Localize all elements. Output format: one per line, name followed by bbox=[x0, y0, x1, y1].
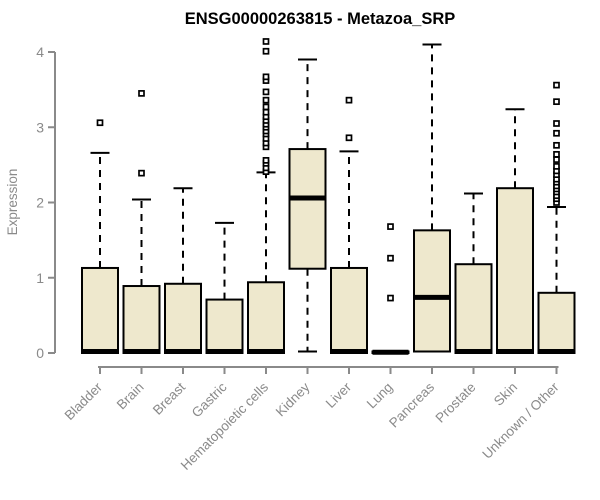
y-tick-label: 4 bbox=[36, 44, 44, 60]
outlier-point bbox=[262, 47, 270, 55]
box bbox=[81, 266, 119, 354]
x-tick-label: Pancreas bbox=[386, 379, 437, 430]
outlier-point bbox=[553, 98, 560, 106]
outlier-point bbox=[553, 156, 560, 163]
box bbox=[454, 263, 493, 354]
x-tick-label: Skin bbox=[491, 380, 520, 409]
box bbox=[164, 282, 202, 354]
x-tick-label: Brain bbox=[114, 380, 147, 413]
box bbox=[122, 285, 161, 354]
outlier-point bbox=[553, 150, 560, 158]
x-tick-label: Bladder bbox=[62, 379, 106, 423]
x-tick-label: Kidney bbox=[273, 379, 313, 419]
x-tick-label: Unknown / Other bbox=[479, 379, 562, 462]
outlier-point bbox=[96, 119, 104, 127]
outlier-point bbox=[262, 157, 270, 164]
outlier-point bbox=[553, 81, 560, 89]
x-tick-label: Breast bbox=[150, 379, 188, 417]
box bbox=[205, 298, 244, 355]
x-tick-label: Liver bbox=[323, 379, 355, 411]
outlier-point bbox=[387, 294, 394, 302]
outlier-point bbox=[262, 73, 270, 81]
outlier-point bbox=[553, 120, 560, 127]
outlier-point bbox=[262, 103, 270, 111]
outlier-point bbox=[262, 96, 270, 104]
box bbox=[496, 187, 534, 354]
outlier-point bbox=[553, 163, 560, 170]
chart-title: ENSG00000263815 - Metazoa_SRP bbox=[185, 10, 456, 28]
box bbox=[247, 281, 285, 355]
outlier-point bbox=[262, 38, 270, 45]
x-tick-label: Prostate bbox=[432, 380, 478, 426]
outlier-point bbox=[387, 254, 394, 262]
y-tick-label: 0 bbox=[36, 345, 44, 361]
outlier-point bbox=[345, 134, 353, 142]
box bbox=[537, 291, 576, 354]
outlier-point bbox=[138, 169, 145, 177]
y-tick-label: 3 bbox=[36, 119, 44, 135]
y-tick-label: 2 bbox=[36, 195, 44, 211]
outlier-point bbox=[345, 96, 353, 104]
box bbox=[330, 266, 368, 354]
box bbox=[413, 229, 451, 353]
y-tick-label: 1 bbox=[36, 270, 44, 286]
box bbox=[288, 148, 327, 270]
outlier-point bbox=[262, 108, 270, 116]
outlier-point bbox=[553, 129, 560, 137]
outlier-point bbox=[138, 90, 145, 97]
outlier-point bbox=[262, 88, 270, 96]
x-tick-label: Gastric bbox=[189, 379, 230, 420]
outlier-point bbox=[387, 223, 394, 230]
x-tick-label: Lung bbox=[364, 380, 396, 412]
y-axis-label: Expression bbox=[5, 169, 20, 236]
outlier-point bbox=[553, 141, 560, 149]
